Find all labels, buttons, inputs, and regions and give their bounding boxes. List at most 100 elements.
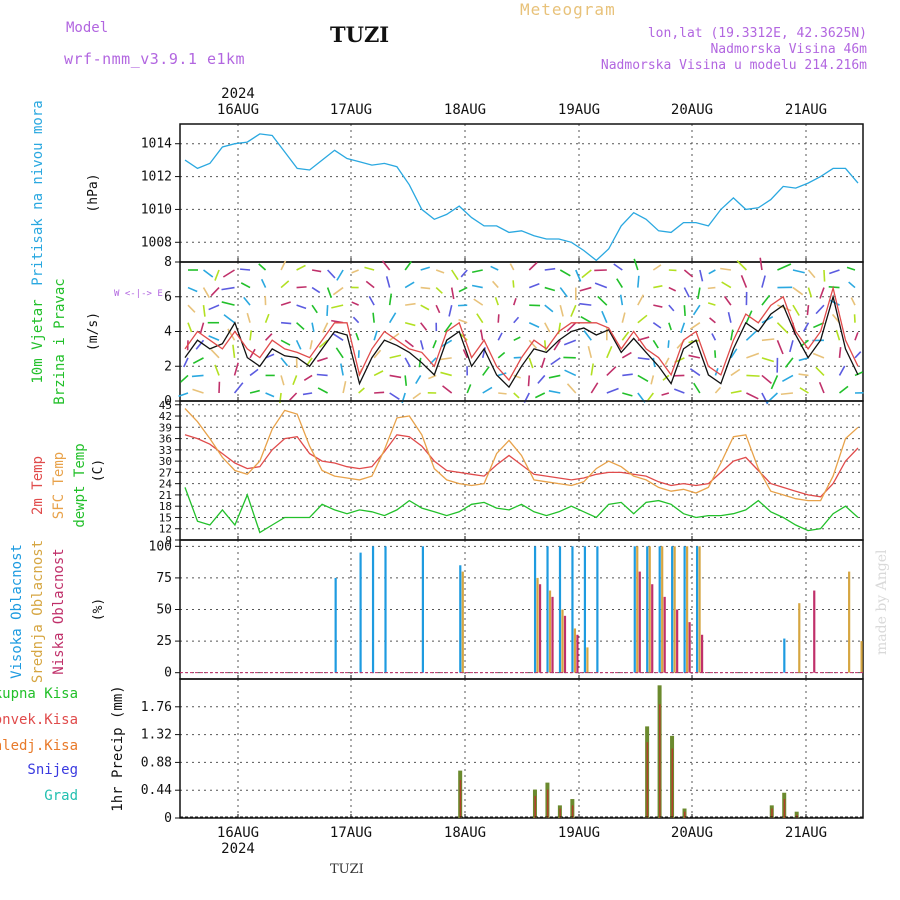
wind-arrow xyxy=(243,296,251,306)
wind-arrow xyxy=(727,312,732,323)
wind-arrow xyxy=(322,322,329,333)
wind-arrow xyxy=(668,286,677,292)
wind-arrow xyxy=(807,287,813,298)
wind-arrow xyxy=(246,312,251,323)
y-tick-label: 45 xyxy=(159,399,172,412)
wind-arrow xyxy=(233,362,239,376)
wind-arrow xyxy=(331,304,344,309)
wind-arrow xyxy=(550,357,561,366)
wind-arrow xyxy=(622,373,633,377)
wind-arrow xyxy=(420,286,431,290)
wind-arrow xyxy=(451,269,459,281)
y-tick-label: 1008 xyxy=(141,235,172,250)
wind-arrow xyxy=(563,339,577,346)
wind-arrow xyxy=(249,389,260,394)
wind-arrow xyxy=(404,321,416,327)
wind-arrow xyxy=(653,304,663,308)
wind-arrow xyxy=(460,269,468,278)
wind-arrow xyxy=(412,392,422,400)
wind-arrow xyxy=(419,340,424,350)
cloud-bar xyxy=(571,546,574,673)
wind-arrow xyxy=(317,357,328,362)
cloud-bar xyxy=(421,546,424,673)
cloud-bar xyxy=(658,546,661,673)
wind-arrow xyxy=(528,339,538,349)
wind-arrow xyxy=(432,339,437,349)
cloud-bar xyxy=(673,546,676,673)
wind-arrow xyxy=(838,347,842,358)
wind-arrow xyxy=(606,366,617,377)
precip-bar xyxy=(571,805,574,818)
wind-arrow xyxy=(210,287,220,297)
cloud-bar xyxy=(638,571,641,673)
wind-arrow xyxy=(441,339,453,347)
wind-arrow xyxy=(440,357,452,361)
wind-arrow xyxy=(335,347,344,359)
wind-arrow xyxy=(458,286,468,293)
wind-arrow xyxy=(373,370,384,377)
precip-legend-item: Konvek.Kisa xyxy=(0,712,78,728)
wind-arrow xyxy=(637,374,649,383)
wind-arrow xyxy=(311,269,322,273)
cloud-bar xyxy=(671,546,674,673)
wind-arrow xyxy=(404,281,415,289)
wind-arrow xyxy=(776,322,789,334)
wind-arrow xyxy=(854,371,863,377)
wind-arrow xyxy=(388,312,397,324)
wind-axis-title-2: Brzina i Pravac xyxy=(52,278,68,404)
wind-arrow xyxy=(601,310,608,324)
panel-frame xyxy=(179,123,864,263)
wind-arrow xyxy=(462,349,468,359)
series-line-temperature-1 xyxy=(184,408,859,502)
cloud-bar xyxy=(384,546,387,673)
wind-arrow xyxy=(420,322,428,331)
y-tick-label: 27 xyxy=(159,466,172,479)
wind-arrow xyxy=(697,287,701,300)
model-name: wrf-nmm_v3.9.1 e1km xyxy=(64,50,246,68)
cloud-bar xyxy=(783,638,786,673)
top-day-label: 19AUG xyxy=(558,102,600,118)
wind-arrow xyxy=(723,295,732,306)
wind-arrow xyxy=(776,339,784,355)
model-elevation-label: Nadmorska Visina u modelu 214.216m xyxy=(600,58,867,73)
cloud-bar xyxy=(646,546,649,673)
wind-arrow xyxy=(202,287,211,299)
y-tick-label: 42 xyxy=(159,410,172,423)
wind-arrow xyxy=(721,281,732,289)
wind-arrow xyxy=(332,286,344,296)
wind-arrow xyxy=(415,375,422,385)
wind-arrow xyxy=(621,331,630,341)
panel-precip: 0 0.44 0.88 1.32 1.76 Ukupna Kisa Konvek.Kisa Z… xyxy=(0,678,864,826)
meteogram-label: Meteogram xyxy=(520,0,616,19)
wind-arrow xyxy=(482,386,493,394)
wind-arrow xyxy=(497,314,500,323)
wind-arrow xyxy=(846,266,856,271)
wind-arrow xyxy=(326,287,333,298)
wind-arrow xyxy=(792,286,804,296)
wind-arrow xyxy=(187,304,196,313)
wind-arrow xyxy=(854,351,862,359)
wind-arrow xyxy=(637,357,650,361)
wind-arrow xyxy=(355,332,360,341)
model-label: Model xyxy=(66,20,109,36)
wind-arrow xyxy=(232,344,236,358)
wind-arrow xyxy=(492,280,499,289)
wind-arrow xyxy=(428,374,437,380)
wind-arrow xyxy=(652,339,659,349)
wind-arrow xyxy=(647,392,654,401)
wind-arrow xyxy=(374,391,385,394)
wind-arrow xyxy=(214,364,220,376)
wind-arrow xyxy=(637,294,645,306)
precip-bar xyxy=(771,808,773,818)
compass-label: W <-|-> E xyxy=(114,289,163,299)
cloud-bar xyxy=(683,546,686,673)
wind-arrow xyxy=(296,264,306,271)
wind-arrow xyxy=(368,296,375,306)
wind-arrow xyxy=(544,304,554,313)
wind-arrow xyxy=(692,304,701,316)
wind-arrow xyxy=(265,392,275,398)
y-tick-label: 15 xyxy=(159,511,172,524)
wind-unit: (m/s) xyxy=(86,312,101,351)
wind-arrow xyxy=(336,269,344,281)
wind-arrow xyxy=(497,332,503,341)
